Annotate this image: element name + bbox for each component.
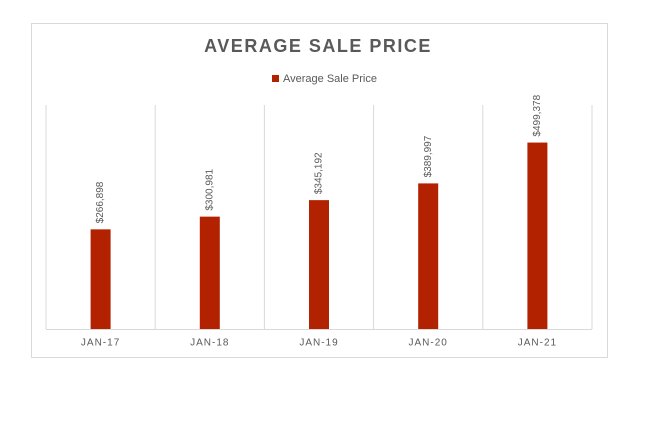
bar — [309, 200, 329, 329]
bar — [199, 216, 220, 329]
x-tick-label: JAN-19 — [299, 338, 338, 349]
x-tick-label: JAN-17 — [81, 338, 120, 349]
x-tick-label: JAN-18 — [190, 338, 229, 349]
data-label: $389,997 — [423, 135, 434, 177]
bar — [90, 229, 111, 329]
x-tick-label: JAN-21 — [518, 338, 557, 349]
x-tick-label: JAN-20 — [409, 338, 448, 349]
data-label: $345,192 — [314, 152, 325, 194]
data-label: $499,378 — [532, 94, 543, 136]
data-label: $266,898 — [95, 181, 106, 223]
data-label: $300,981 — [204, 168, 215, 210]
bar — [527, 142, 548, 329]
legend-swatch — [272, 75, 279, 82]
bar — [418, 183, 439, 329]
legend-label: Average Sale Price — [283, 73, 377, 85]
chart-title: AVERAGE SALE PRICE — [204, 36, 432, 56]
